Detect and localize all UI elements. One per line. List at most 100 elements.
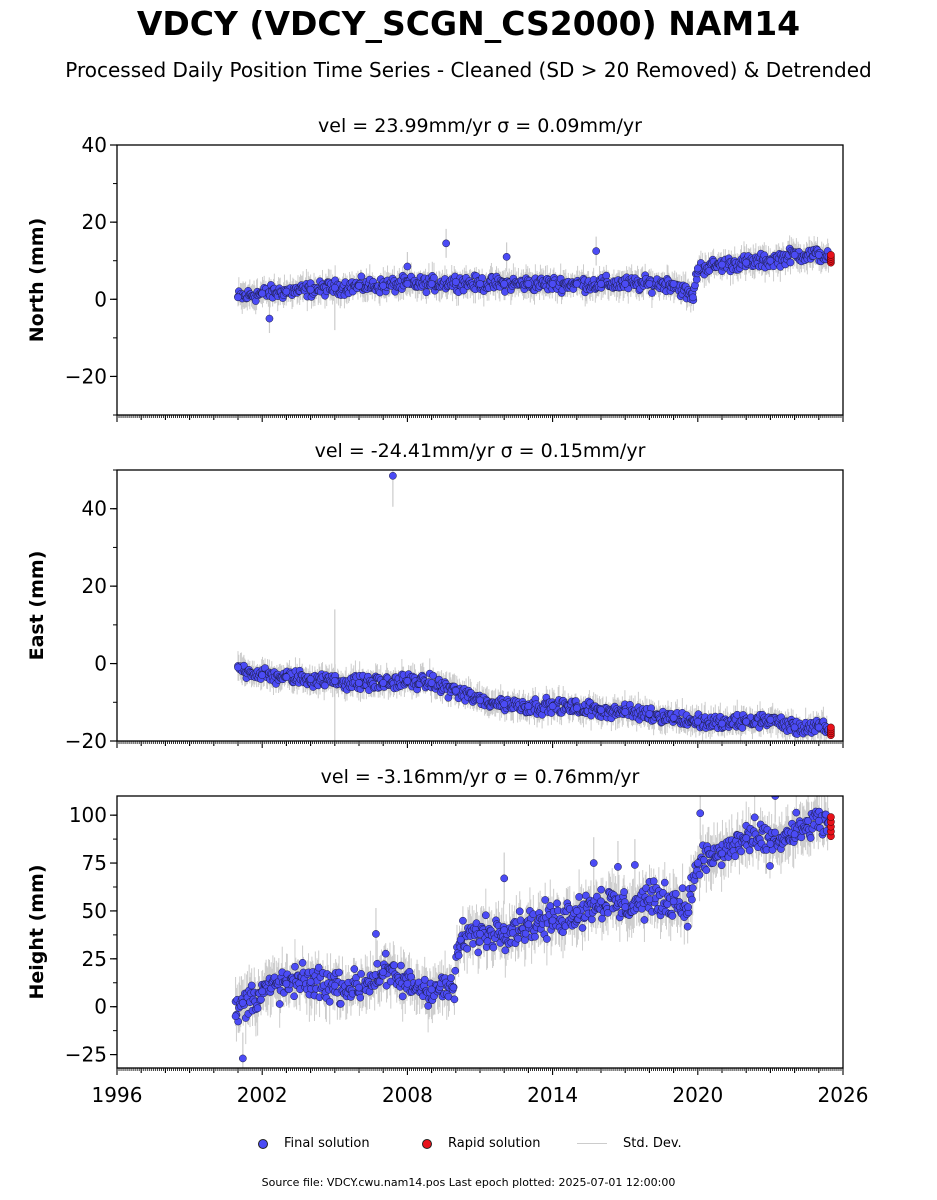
final-point bbox=[234, 663, 242, 672]
final-point bbox=[481, 911, 490, 920]
final-point bbox=[695, 870, 704, 879]
final-point bbox=[688, 895, 696, 904]
final-point bbox=[450, 995, 459, 1004]
final-point bbox=[398, 992, 407, 1001]
plot-area bbox=[234, 228, 835, 334]
final-point bbox=[660, 878, 669, 887]
final-point bbox=[738, 724, 747, 732]
plot-area bbox=[231, 796, 835, 1068]
final-point bbox=[459, 916, 467, 925]
final-solution-points bbox=[234, 471, 833, 738]
final-point bbox=[582, 891, 590, 900]
final-point bbox=[476, 937, 484, 946]
final-point bbox=[429, 671, 437, 680]
outlier-point bbox=[442, 239, 450, 248]
final-point bbox=[640, 916, 649, 924]
final-point bbox=[474, 948, 483, 957]
final-point bbox=[814, 723, 823, 732]
final-point bbox=[234, 293, 242, 302]
final-point bbox=[683, 922, 692, 931]
final-point bbox=[541, 896, 550, 904]
final-point bbox=[602, 271, 611, 280]
final-point bbox=[275, 1000, 284, 1008]
final-point bbox=[524, 280, 533, 288]
final-point bbox=[731, 852, 740, 861]
outlier-point bbox=[403, 262, 412, 271]
final-point bbox=[718, 260, 726, 269]
rapid-solution-points bbox=[827, 723, 835, 740]
final-point bbox=[750, 813, 759, 822]
final-point bbox=[325, 997, 334, 1006]
final-point bbox=[427, 679, 436, 687]
final-point bbox=[597, 280, 605, 288]
final-point bbox=[306, 285, 315, 294]
final-point bbox=[500, 700, 509, 709]
plot-area bbox=[234, 470, 835, 741]
final-point bbox=[668, 912, 677, 920]
figure-subtitle: Processed Daily Position Time Series - C… bbox=[65, 58, 872, 82]
final-point bbox=[766, 256, 775, 265]
final-point bbox=[381, 949, 390, 958]
final-point bbox=[742, 258, 751, 267]
final-point bbox=[447, 974, 455, 982]
final-point bbox=[604, 909, 612, 917]
final-point bbox=[572, 280, 581, 288]
final-point bbox=[645, 710, 654, 718]
final-point bbox=[671, 889, 680, 898]
y-tick-label: 20 bbox=[82, 574, 107, 598]
figure-title: VDCY (VDCY_SCGN_CS2000) NAM14 bbox=[136, 4, 801, 43]
final-point bbox=[689, 293, 697, 302]
y-tick-label: −20 bbox=[65, 364, 107, 388]
final-point bbox=[501, 946, 510, 955]
final-point bbox=[463, 944, 471, 953]
final-point bbox=[688, 884, 697, 892]
final-point bbox=[291, 962, 299, 971]
final-point bbox=[247, 981, 256, 990]
final-point bbox=[669, 713, 678, 722]
final-point bbox=[548, 280, 557, 288]
y-axis-label: North (mm) bbox=[26, 218, 48, 343]
final-point bbox=[390, 961, 399, 970]
final-point bbox=[621, 280, 630, 288]
final-point bbox=[379, 679, 388, 687]
final-point bbox=[621, 708, 630, 716]
final-point bbox=[454, 951, 463, 960]
y-tick-label: 40 bbox=[82, 133, 107, 157]
final-point bbox=[489, 943, 498, 952]
final-point bbox=[258, 289, 267, 298]
final-solution-points bbox=[231, 796, 833, 1063]
panel-title: vel = 23.99mm/yr σ = 0.09mm/yr bbox=[318, 115, 642, 137]
final-point bbox=[357, 970, 365, 978]
final-point bbox=[598, 914, 606, 923]
final-point bbox=[693, 264, 702, 273]
final-point bbox=[693, 717, 702, 726]
outlier-point bbox=[502, 253, 511, 261]
final-point bbox=[543, 935, 551, 943]
final-point bbox=[403, 677, 412, 685]
final-point bbox=[514, 934, 522, 943]
final-point bbox=[669, 280, 678, 288]
y-tick-label: −20 bbox=[65, 729, 107, 753]
panel-title: vel = -24.41mm/yr σ = 0.15mm/yr bbox=[315, 440, 646, 462]
final-point bbox=[335, 968, 343, 977]
final-point bbox=[403, 280, 412, 288]
final-point bbox=[330, 677, 339, 685]
final-point bbox=[282, 287, 291, 296]
final-point bbox=[314, 963, 323, 972]
final-point bbox=[572, 704, 581, 712]
final-point bbox=[587, 915, 596, 924]
final-point bbox=[766, 715, 775, 724]
final-point bbox=[427, 280, 436, 288]
panel-2: vel = -24.41mm/yr σ = 0.15mm/yr East (mm)… bbox=[26, 440, 844, 753]
final-point bbox=[548, 702, 557, 711]
final-point bbox=[258, 671, 267, 680]
final-point bbox=[350, 965, 359, 973]
final-point bbox=[702, 866, 711, 874]
final-point bbox=[575, 893, 583, 901]
final-point bbox=[814, 251, 823, 259]
final-point bbox=[524, 702, 533, 711]
final-point bbox=[597, 885, 606, 894]
rapid-solution-points bbox=[827, 251, 835, 267]
final-point bbox=[356, 993, 365, 1002]
